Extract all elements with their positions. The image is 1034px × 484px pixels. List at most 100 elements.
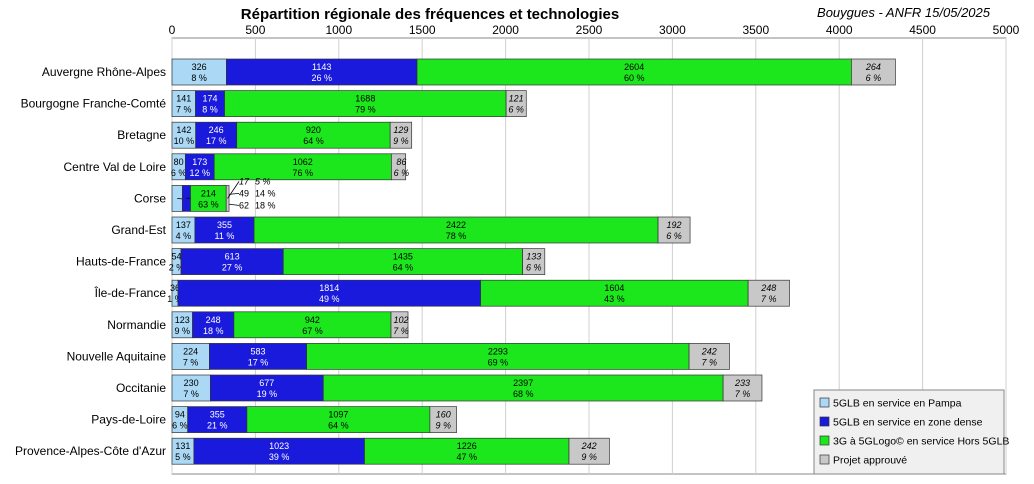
bar-segment [195, 90, 225, 117]
percent-label: 78 % [446, 231, 467, 241]
bar-segment [505, 90, 527, 117]
value-label: 131 [175, 441, 190, 451]
bar-segment [429, 406, 457, 433]
bar-segment [209, 343, 307, 370]
value-label: 233 [734, 378, 750, 388]
bar-segment [390, 311, 409, 339]
legend-swatch [819, 416, 830, 427]
bar-segment [306, 343, 690, 370]
percent-label: 6 % [526, 263, 542, 273]
percent-label: 63 % [198, 199, 219, 209]
x-tick-label: 500 [245, 23, 265, 37]
percent-label: 7 % [735, 389, 751, 399]
value-label: 242 [701, 346, 717, 356]
percent-label: 1 % [167, 294, 183, 304]
bar-segment [568, 437, 610, 465]
value-label: 94 [175, 410, 185, 420]
bar-segment [192, 311, 235, 339]
x-tick-label: 2500 [576, 23, 603, 37]
value-label: 123 [175, 315, 190, 325]
bar-segment [195, 121, 238, 149]
category-label: Hauts-de-France [76, 255, 166, 269]
percent-label: 9 % [175, 326, 191, 336]
percent-label: 2 % [169, 263, 185, 273]
legend-label: 5GLB en service en Pampa [833, 398, 962, 410]
percent-label: 19 % [257, 389, 278, 399]
percent-label: 11 % [215, 231, 235, 241]
value-label: 920 [306, 125, 321, 135]
percent-label: 7 % [393, 326, 409, 336]
bar-segment [246, 406, 431, 433]
legend-swatch [819, 435, 830, 446]
percent-label: 43 % [604, 294, 625, 304]
value-label: 49 [239, 188, 249, 198]
bar-segment [851, 58, 896, 86]
value-label: 677 [259, 378, 274, 388]
x-axis-ticks: 0 500 1000 1500 2000 2500 3000 3500 4000 4500 5000 [169, 23, 1020, 37]
percent-label: 6 % [866, 73, 882, 83]
percent-label: 4 % [176, 231, 192, 241]
value-label: 80 [174, 157, 184, 167]
y-axis-categories: Auvergne Rhône-Alpes Bourgogne Franche-Co… [15, 65, 167, 458]
value-label: 1435 [393, 252, 413, 262]
value-label: 86 [396, 157, 406, 167]
value-label: 1226 [457, 441, 477, 451]
legend-swatch [819, 397, 830, 408]
value-label: 2604 [624, 62, 644, 72]
percent-label: 18 % [255, 200, 276, 210]
percent-label: 17 % [248, 357, 269, 367]
x-tick-label: 4000 [826, 23, 853, 37]
value-label: 224 [183, 346, 198, 356]
value-label: 141 [176, 94, 191, 104]
legend-label: 5GLB en service en zone dense [833, 417, 983, 429]
category-label: Île-de-France [94, 285, 167, 300]
value-label: 1143 [312, 62, 331, 72]
category-label: Normandie [107, 318, 166, 332]
bar-segment [688, 343, 730, 370]
value-label: 62 [239, 200, 249, 210]
value-label: 230 [184, 378, 199, 388]
percent-label: 39 % [269, 452, 290, 462]
percent-label: 17 % [206, 136, 227, 146]
value-label: 355 [217, 220, 232, 230]
x-tick-label: 3000 [659, 23, 686, 37]
category-label: Corse [134, 191, 166, 205]
percent-label: 6 % [394, 168, 410, 178]
value-label: 264 [865, 62, 881, 72]
value-label: 1062 [293, 157, 313, 167]
percent-label: 6 % [666, 231, 682, 241]
percent-label: 6 % [508, 105, 524, 115]
percent-label: 64 % [393, 263, 414, 273]
percent-label: 7 % [183, 389, 199, 399]
percent-label: 5 % [175, 452, 191, 462]
percent-label: 49 % [319, 294, 340, 304]
bar-segment [233, 311, 392, 339]
percent-label: 60 % [624, 73, 645, 83]
value-label: 174 [203, 94, 218, 104]
value-label: 133 [526, 252, 541, 262]
x-tick-label: 0 [169, 23, 176, 37]
value-label: 1814 [319, 283, 339, 293]
bar-segment [171, 343, 210, 370]
category-label: Centre Val de Loire [63, 160, 166, 174]
percent-label: 8 % [191, 73, 207, 83]
category-label: Bourgogne Franche-Comté [21, 97, 167, 111]
value-label: 942 [305, 315, 320, 325]
value-label: 355 [210, 410, 225, 420]
percent-label: 5 % [255, 176, 271, 186]
percent-label: 27 % [222, 263, 243, 273]
category-label: Bretagne [117, 128, 166, 142]
value-label: 2293 [488, 346, 508, 356]
bar-segment [193, 437, 365, 465]
percent-label: 47 % [456, 452, 477, 462]
percent-label: 26 % [311, 73, 332, 83]
bar-segment [190, 185, 227, 212]
value-label: 17 [239, 176, 250, 186]
value-label: 1023 [269, 441, 289, 451]
percent-label: 21 % [207, 421, 228, 431]
x-tick-label: 1500 [409, 23, 436, 37]
value-label: 248 [760, 283, 776, 293]
category-label: Occitanie [116, 381, 166, 395]
value-label: 242 [581, 441, 597, 451]
